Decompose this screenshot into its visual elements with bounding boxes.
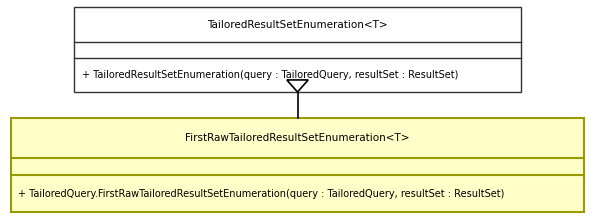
Bar <box>11 118 584 212</box>
Text: + TailoredResultSetEnumeration(query : TailoredQuery, resultSet : ResultSet): + TailoredResultSetEnumeration(query : T… <box>82 70 458 80</box>
Polygon shape <box>287 80 308 92</box>
Text: FirstRawTailoredResultSetEnumeration<T>: FirstRawTailoredResultSetEnumeration<T> <box>185 133 410 143</box>
Text: + TailoredQuery.FirstRawTailoredResultSetEnumeration(query : TailoredQuery, resu: + TailoredQuery.FirstRawTailoredResultSe… <box>18 189 504 199</box>
Text: TailoredResultSetEnumeration<T>: TailoredResultSetEnumeration<T> <box>207 19 388 30</box>
Bar <box>74 7 521 92</box>
